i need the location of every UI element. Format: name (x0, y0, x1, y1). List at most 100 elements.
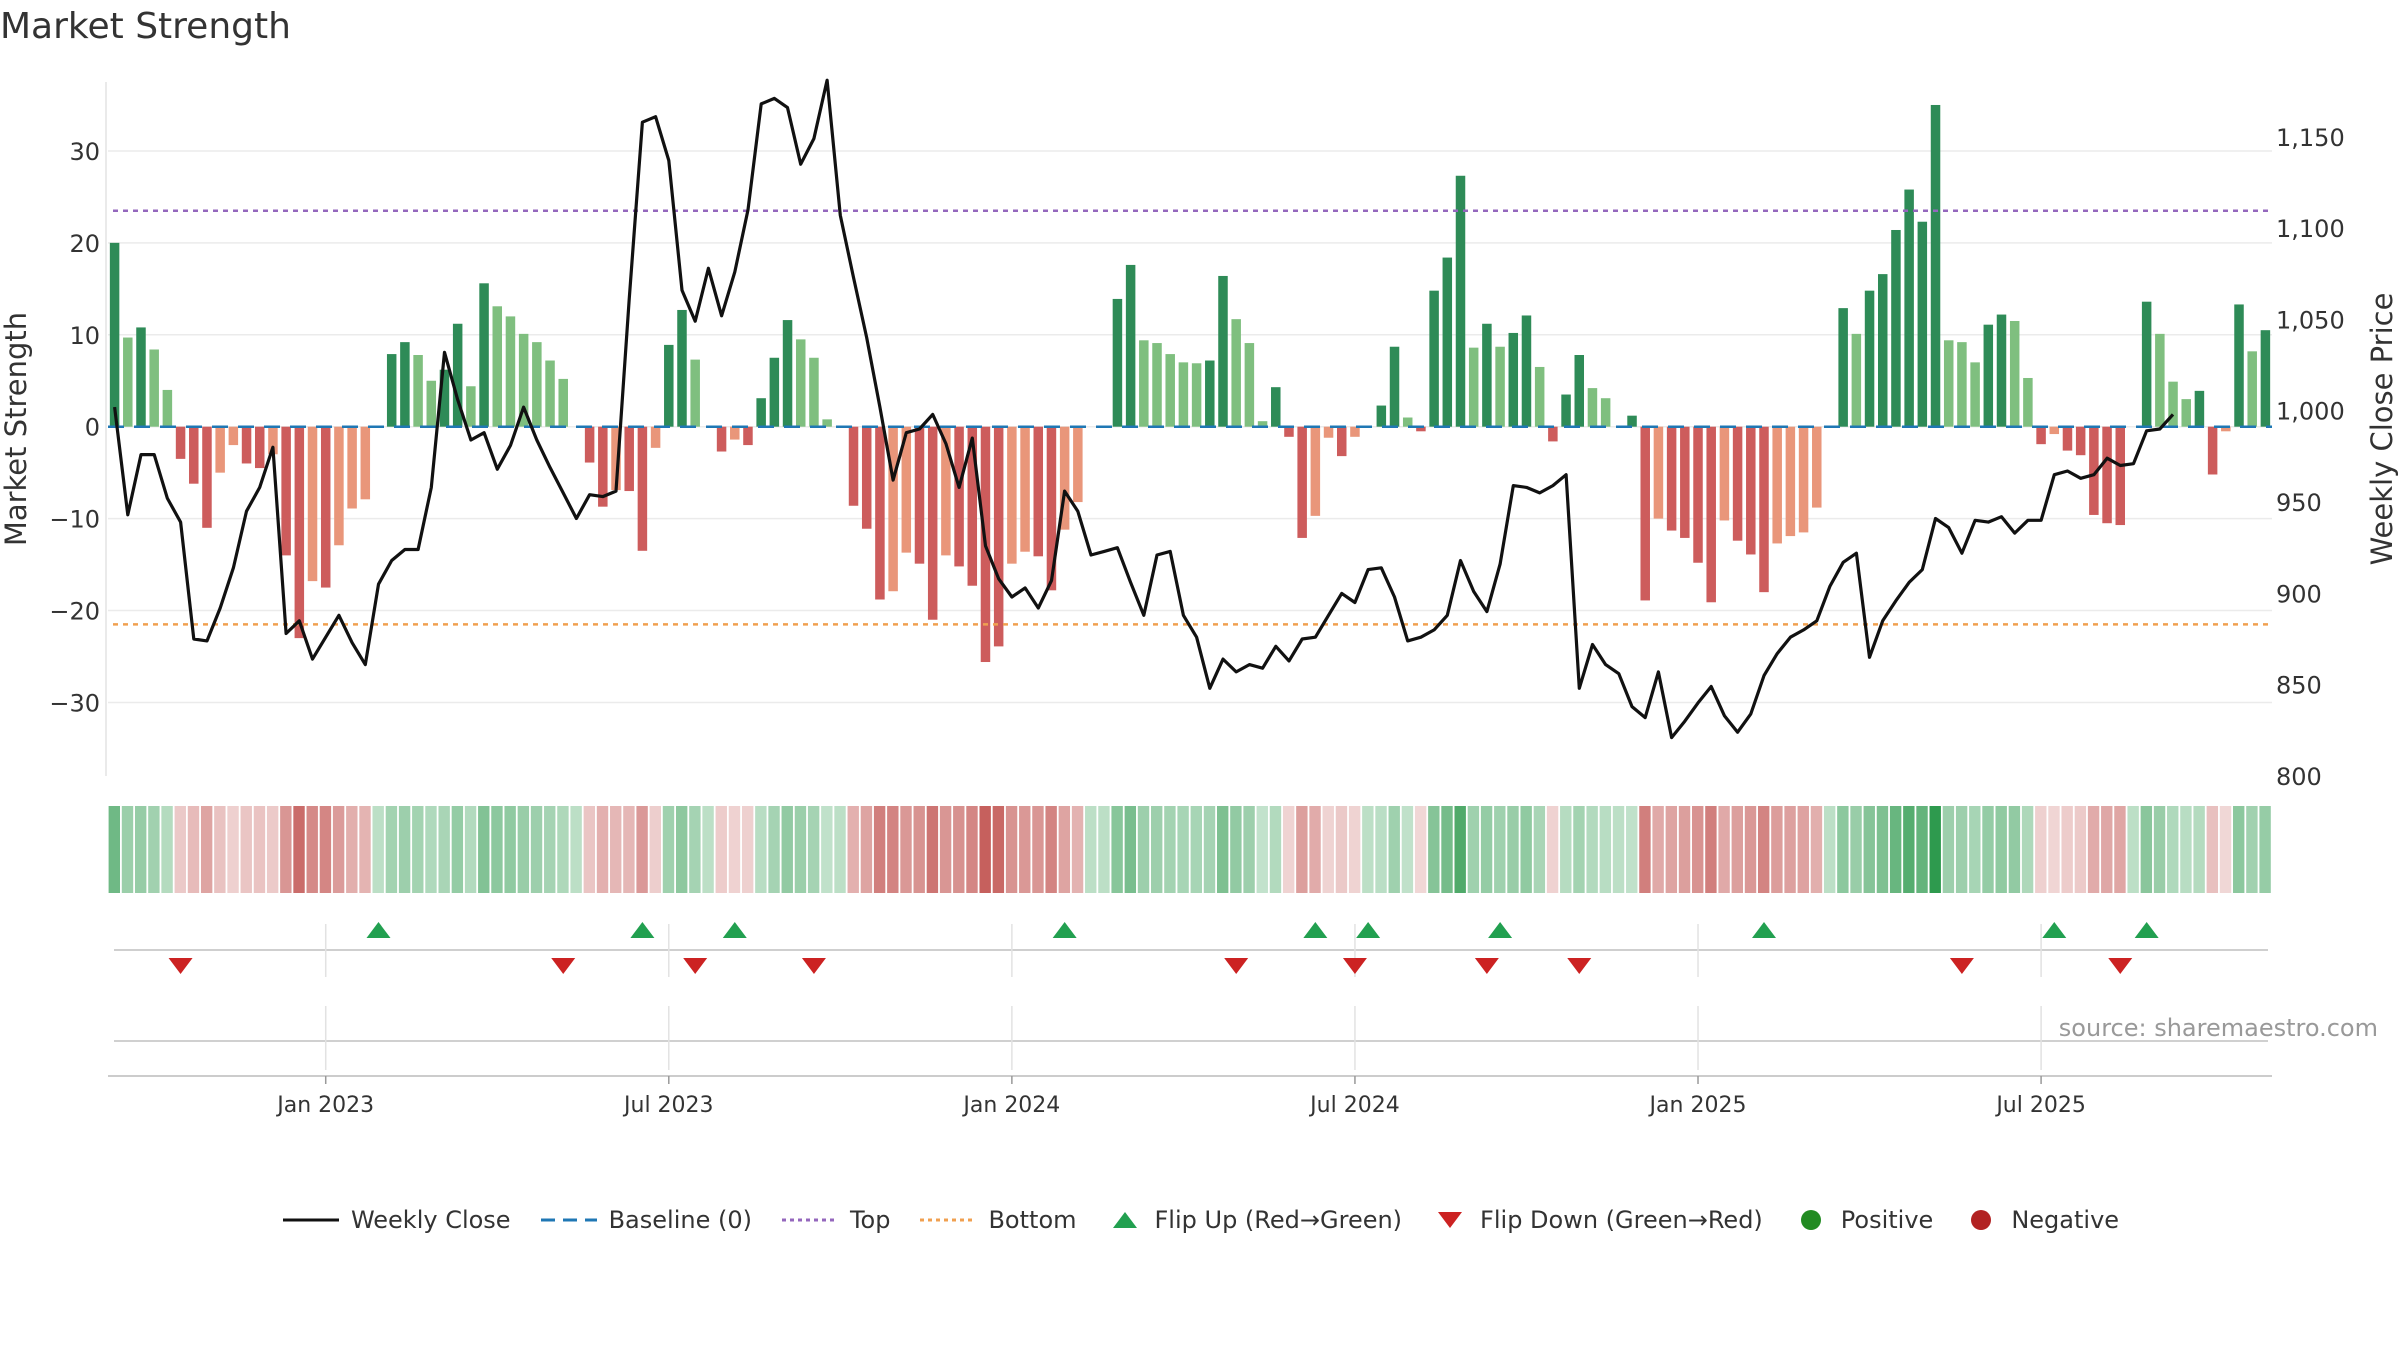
legend-bottom[interactable]: Bottom (918, 1206, 1077, 1234)
heat-cell (1560, 806, 1572, 893)
strength-bar (386, 354, 397, 427)
legend-positive[interactable]: Positive (1791, 1206, 1933, 1234)
legend-negative[interactable]: Negative (1961, 1206, 2119, 1234)
heat-cell (755, 806, 767, 893)
heat-cell (1876, 806, 1889, 893)
strength-bar (1996, 314, 2007, 427)
heat-cell (1942, 806, 1955, 893)
strength-bar (1891, 229, 1901, 427)
heat-cell (1388, 806, 1400, 893)
heat-cell (1322, 806, 1334, 893)
flip-up-marker (1052, 922, 1077, 938)
strength-bar (162, 389, 173, 427)
legend-flip-up[interactable]: Flip Up (Red→Green) (1105, 1206, 1402, 1234)
heat-cell (873, 806, 886, 893)
legend-weekly-close[interactable]: Weekly Close (281, 1206, 511, 1234)
heat-cell (2101, 806, 2113, 893)
strength-bar (1574, 355, 1585, 427)
strength-bar (479, 283, 489, 427)
strength-bar (901, 426, 912, 553)
heat-cell (1124, 806, 1137, 893)
flip-markers (114, 922, 2268, 1070)
strength-bar (2115, 426, 2126, 526)
heat-cell (1969, 806, 1981, 893)
flip-down-marker (801, 958, 826, 974)
heat-cell (781, 806, 793, 893)
heat-cell (675, 806, 688, 893)
heat-cell (491, 806, 503, 893)
strength-bar (1534, 366, 1545, 427)
strength-bar (1020, 426, 1030, 552)
heat-cell (359, 806, 371, 893)
strength-bar (518, 333, 529, 427)
heat-cell (1111, 806, 1123, 893)
x-tick-label: Jul 2023 (622, 1093, 714, 1118)
strength-bar (400, 342, 410, 427)
heat-cell (1428, 806, 1440, 893)
legend-top[interactable]: Top (780, 1206, 890, 1234)
strength-bar (1244, 343, 1255, 427)
heat-cell (1164, 806, 1176, 893)
heat-cell (412, 806, 424, 893)
heat-cell (108, 806, 120, 893)
heat-cell (1784, 806, 1796, 893)
strength-bar (1191, 363, 1202, 427)
heat-cell (1243, 806, 1255, 893)
heat-cell (2193, 806, 2205, 893)
heat-cell (1414, 806, 1427, 893)
heat-cell (557, 806, 569, 893)
strength-bar (2247, 351, 2257, 427)
strength-bar (532, 342, 542, 427)
heat-cell (1085, 806, 1097, 893)
heat-cell (939, 806, 952, 893)
strength-bar (2075, 426, 2086, 456)
heat-cell (253, 806, 266, 893)
weekly-close-line (113, 78, 2175, 740)
strength-bar (1561, 394, 1571, 427)
heat-cell (1955, 806, 1968, 893)
strength-bar (1139, 340, 1149, 427)
strength-bar (1482, 323, 1492, 427)
strength-bar (1033, 426, 1044, 557)
strength-bar (611, 426, 621, 491)
heat-cell (1665, 806, 1678, 893)
strength-bar (1271, 387, 1281, 427)
strength-bar (558, 378, 568, 427)
heat-cell (319, 806, 332, 893)
flip-up-marker (2042, 922, 2067, 938)
strength-bar (268, 426, 278, 455)
strength-bars (109, 104, 2271, 663)
strength-bar (1112, 298, 1123, 427)
strength-bar (1429, 290, 1439, 427)
heat-cell (1256, 806, 1268, 893)
legend-flip-down[interactable]: Flip Down (Green→Red) (1430, 1206, 1763, 1234)
strength-bar (1943, 340, 1954, 427)
legend-baseline[interactable]: Baseline (0) (539, 1206, 752, 1234)
heat-cell (134, 806, 147, 893)
strength-bar (1508, 332, 1519, 427)
source-note: source: sharemaestro.com (2058, 1014, 2378, 1042)
strength-bar (1152, 343, 1162, 427)
flip-down-marker (2108, 958, 2133, 974)
strength-bar (1653, 426, 1664, 519)
strength-bar (347, 426, 357, 509)
heat-cell (227, 806, 239, 893)
heat-cell (1098, 806, 1110, 893)
heat-cell (121, 806, 134, 893)
heat-cell (1626, 806, 1638, 893)
heat-cell (2021, 806, 2034, 893)
y-tick-label: −30 (49, 689, 100, 717)
strength-bar (2234, 304, 2244, 427)
strength-bar (782, 320, 793, 427)
heat-cell (1441, 806, 1453, 893)
heat-cell (1058, 806, 1071, 893)
heat-cell (1335, 806, 1348, 893)
strength-bar (1957, 342, 1967, 427)
heat-cell (1652, 806, 1664, 893)
flip-down-marker (1474, 958, 1499, 974)
heat-cell (2074, 806, 2087, 893)
heat-cell (464, 806, 477, 893)
strength-bar (637, 426, 648, 551)
y-tick-label: 20 (69, 230, 100, 258)
heat-cell (530, 806, 543, 893)
